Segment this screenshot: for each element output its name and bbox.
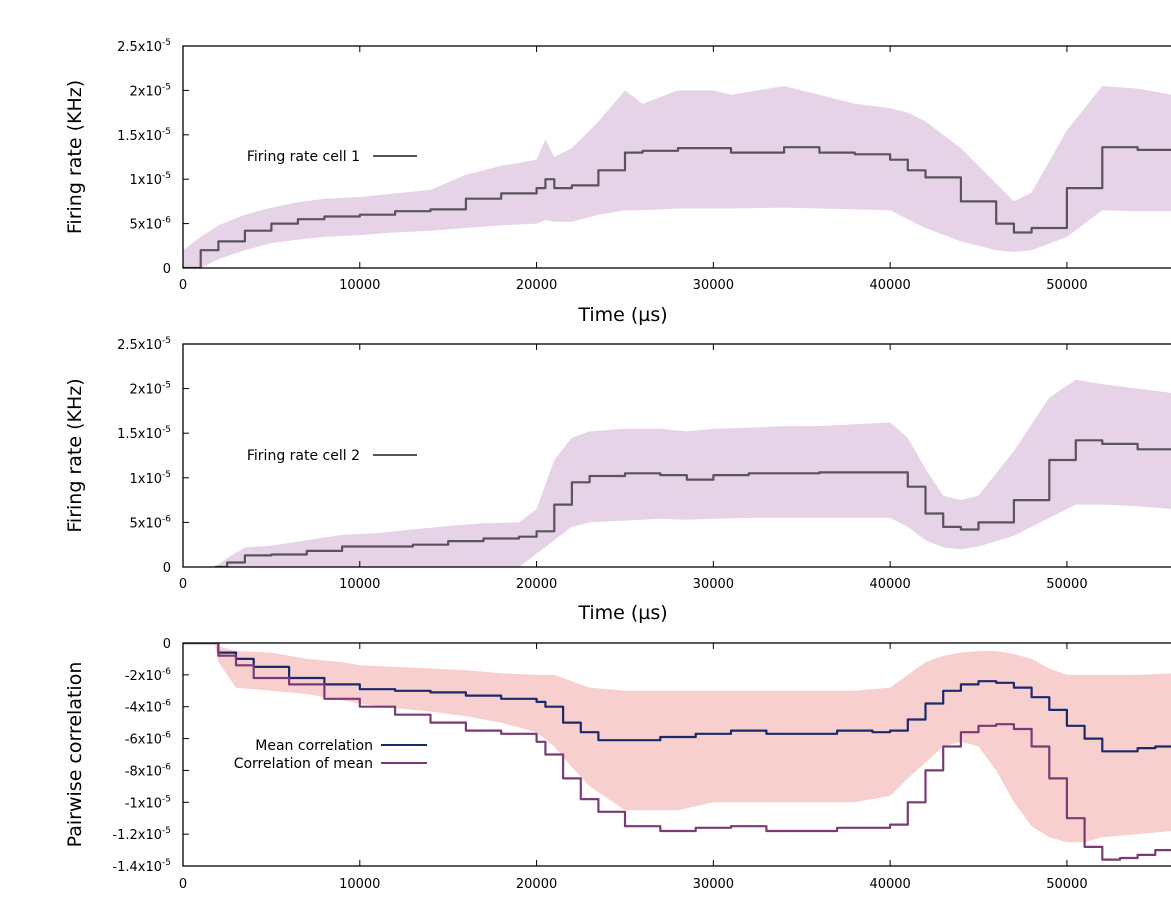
x-tick-label: 40000 [869, 577, 910, 592]
y-axis-title: Firing rate (KHz) [64, 378, 86, 532]
y-tick-label: 2x10-5 [130, 381, 172, 398]
x-tick-label: 50000 [1046, 278, 1087, 293]
y-tick-label: 5x10-6 [130, 514, 172, 531]
x-tick-label: 40000 [869, 278, 910, 293]
y-tick-label: 1.5x10-5 [117, 127, 171, 144]
y-tick-label: -2x10-6 [125, 667, 171, 684]
x-tick-label: 10000 [339, 877, 380, 892]
confidence-band-1 [214, 379, 1171, 567]
y-tick-label: -1.4x10-5 [112, 858, 171, 875]
y-tick-label: -4x10-6 [125, 699, 171, 716]
plot-frame [182, 45, 1171, 269]
x-tick-label: 40000 [869, 877, 910, 892]
series-line-1 [183, 146, 1171, 268]
x-tick-label: 20000 [516, 278, 557, 293]
y-tick-label: 2.5x10-5 [117, 38, 171, 55]
x-tick-label: 0 [179, 577, 187, 592]
x-tick-label: 10000 [339, 577, 380, 592]
plot-frame [182, 343, 1171, 568]
legend-label: Mean correlation [255, 738, 373, 754]
x-tick-label: 10000 [339, 278, 380, 293]
confidence-band-1 [183, 86, 1171, 268]
x-tick-label: 20000 [516, 577, 557, 592]
y-tick-label: 2.5x10-5 [117, 336, 171, 353]
x-tick-label: 20000 [516, 877, 557, 892]
x-axis-title: Time (µs) [577, 304, 667, 326]
y-tick-label: 1.5x10-5 [117, 425, 171, 442]
series-line-1 [183, 643, 1171, 753]
y-tick-label: -1x10-5 [125, 794, 171, 811]
plot-frame [182, 642, 1171, 867]
plot-area [183, 86, 1171, 268]
series-line-2 [183, 643, 1171, 861]
series-line-1 [214, 439, 1171, 567]
y-tick-label: 1x10-5 [130, 171, 172, 188]
y-tick-label: 0 [163, 561, 171, 576]
y-tick-label: 0 [163, 637, 171, 652]
legend-label: Firing rate cell 1 [247, 149, 360, 165]
y-tick-label: 5x10-6 [130, 216, 172, 233]
y-tick-label: 1x10-5 [130, 470, 172, 487]
plot-area [214, 379, 1171, 567]
y-tick-label: 0 [163, 262, 171, 277]
y-tick-label: -1.2x10-5 [112, 826, 171, 843]
x-tick-label: 50000 [1046, 877, 1087, 892]
chart-panel-3: 0 10000 20000 30000 40000 50000 0 -2x10-6 -4x10-… [64, 637, 1171, 892]
plot-area [183, 643, 1171, 861]
y-tick-label: -8x10-6 [125, 762, 171, 779]
x-tick-label: 30000 [693, 877, 734, 892]
x-tick-label: 50000 [1046, 577, 1087, 592]
x-axis-title: Time (µs) [577, 602, 667, 624]
x-tick-label: 30000 [693, 577, 734, 592]
y-axis-title: Pairwise correlation [64, 662, 86, 848]
chart-panel-2: 0 10000 20000 30000 40000 50000 0 5x10-6 1x10-5 1… [64, 336, 1171, 624]
y-tick-label: -6x10-6 [125, 731, 171, 748]
x-tick-label: 0 [179, 278, 187, 293]
legend-label: Firing rate cell 2 [247, 448, 360, 464]
x-tick-label: 0 [179, 877, 187, 892]
chart-panel-1: 0 10000 20000 30000 40000 50000 0 5x10-6 1x10-5 1… [64, 38, 1171, 326]
x-tick-label: 30000 [693, 278, 734, 293]
legend-label: Correlation of mean [234, 756, 373, 772]
y-axis-title: Firing rate (KHz) [64, 80, 86, 234]
y-tick-label: 2x10-5 [130, 82, 172, 99]
